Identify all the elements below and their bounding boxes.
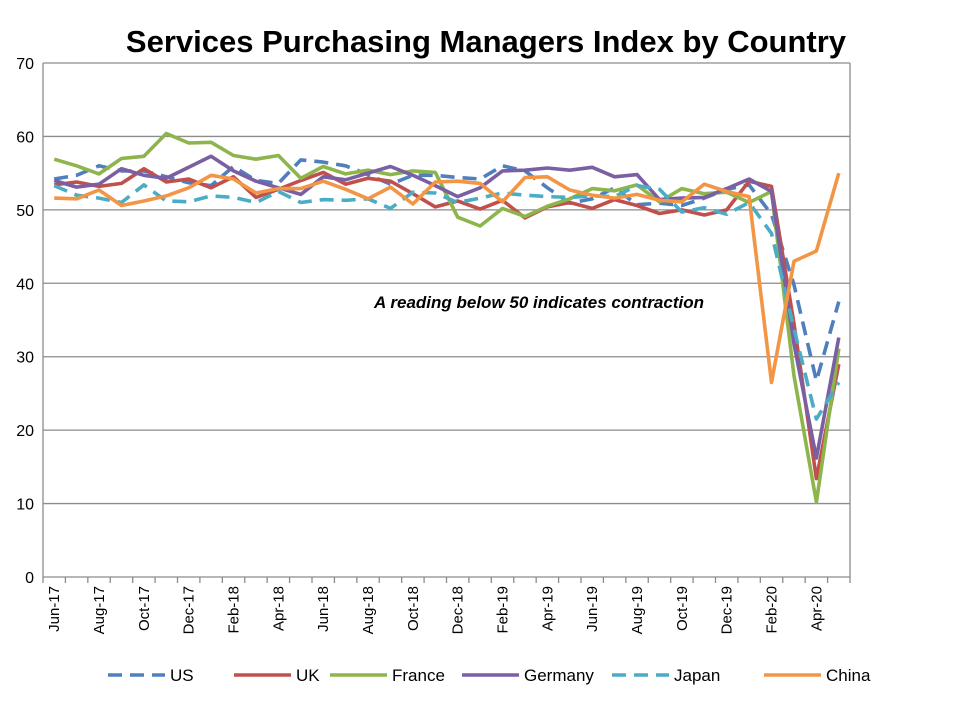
series-line-japan	[53, 183, 841, 421]
x-tick-label: Aug-17	[91, 586, 108, 634]
y-axis: 0 10 20 30 40 50 60 70	[16, 56, 34, 587]
x-tick-label: Apr-18	[270, 586, 287, 631]
x-axis: Jun-17 Aug-17 Oct-17 Dec-17 Feb-18 Apr-18 Jun-…	[42, 577, 851, 634]
x-tick-label: Aug-18	[360, 586, 377, 634]
x-tick-label: Jun-19	[584, 586, 601, 632]
series-line-uk	[53, 166, 841, 481]
x-tick-label: Feb-18	[226, 586, 243, 634]
y-tick-label: 60	[16, 129, 34, 146]
chart-title: Services Purchasing Managers Index by Co…	[126, 24, 847, 59]
legend-label-uk: UK	[296, 666, 320, 685]
legend-label-germany: Germany	[524, 666, 594, 685]
x-tick-label: Apr-19	[539, 586, 556, 631]
x-tick-label: Feb-19	[495, 586, 512, 634]
x-tick-label: Feb-20	[764, 586, 781, 634]
series-line-france	[53, 131, 841, 504]
x-tick-label: Jun-18	[315, 586, 332, 632]
x-tick-label: Oct-19	[674, 586, 691, 631]
y-tick-label: 10	[16, 497, 34, 514]
legend-label-china: China	[826, 666, 871, 685]
series-line-germany	[53, 154, 841, 460]
y-tick-label: 30	[16, 350, 34, 367]
legend-label-japan: Japan	[674, 666, 720, 685]
contraction-annotation: A reading below 50 indicates contraction	[373, 293, 704, 312]
y-tick-label: 0	[25, 570, 34, 587]
y-tick-label: 50	[16, 203, 34, 220]
series-lines	[53, 131, 841, 504]
x-tick-label: Dec-18	[450, 586, 467, 634]
plot-area	[42, 63, 851, 577]
x-tick-label: Dec-19	[719, 586, 736, 634]
legend: US UK France Germany Japan China	[108, 666, 871, 685]
gridlines	[43, 62, 850, 578]
x-tick-label: Oct-18	[405, 586, 422, 631]
y-tick-label: 40	[16, 276, 34, 293]
legend-label-us: US	[170, 666, 194, 685]
x-tick-label: Apr-20	[808, 586, 825, 631]
legend-label-france: France	[392, 666, 445, 685]
x-tick-label: Oct-17	[136, 586, 153, 631]
x-tick-label: Aug-19	[629, 586, 646, 634]
x-tick-label: Dec-17	[181, 586, 198, 634]
series-line-china	[54, 172, 841, 385]
y-tick-label: 20	[16, 423, 34, 440]
x-tick-label: Jun-17	[46, 586, 63, 632]
y-tick-label: 70	[16, 56, 34, 73]
